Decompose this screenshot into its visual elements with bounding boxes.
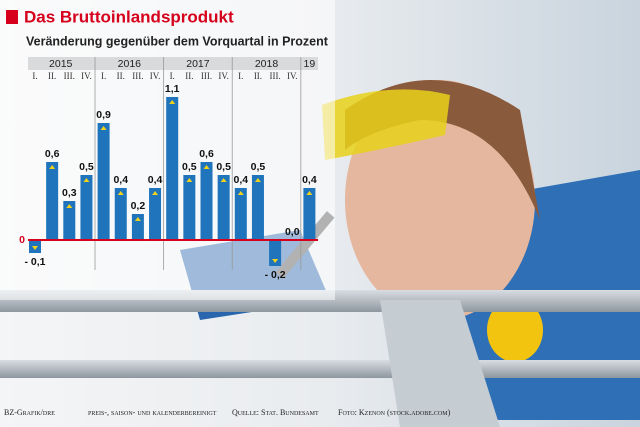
- x-tick-label: II.: [185, 71, 193, 81]
- value-label: 0,3: [62, 187, 77, 199]
- footer-credit: BZ-Grafik/dre: [4, 408, 55, 417]
- x-tick-label: III.: [201, 71, 212, 81]
- bar: [149, 188, 162, 240]
- bar: [131, 214, 144, 240]
- x-tick-label: I.: [170, 71, 175, 81]
- bar: [303, 188, 316, 240]
- value-label: 0,2: [131, 200, 146, 212]
- bar: [63, 201, 76, 240]
- trend-arrow: [134, 217, 141, 221]
- trend-arrow: [169, 100, 176, 104]
- x-tick-label: IV.: [287, 71, 298, 81]
- year-label: 2017: [186, 58, 210, 70]
- year-label: 19: [304, 58, 316, 70]
- trend-arrow: [66, 204, 73, 208]
- bar: [46, 162, 59, 240]
- bar: [114, 188, 127, 240]
- bar: [200, 162, 213, 240]
- value-label: 0,6: [199, 148, 214, 160]
- trend-arrow: [117, 191, 124, 195]
- x-tick-label: IV.: [218, 71, 229, 81]
- bar: [234, 188, 247, 240]
- x-tick-label: III.: [132, 71, 143, 81]
- bar: [217, 175, 230, 240]
- value-label: 0,4: [148, 174, 163, 186]
- y-tick-label: 0: [19, 234, 25, 246]
- trend-arrow: [237, 191, 244, 195]
- value-label: 0,5: [182, 161, 197, 173]
- year-label: 2016: [118, 58, 142, 70]
- x-tick-label: II.: [254, 71, 262, 81]
- chart-title: Das Bruttoinlandsprodukt: [24, 7, 234, 26]
- year-label: 2018: [255, 58, 279, 70]
- x-tick-label: III.: [64, 71, 75, 81]
- footer-source: Quelle: Stat. Bundesamt: [232, 408, 319, 417]
- year-band: [28, 57, 318, 70]
- value-label: - 0,2: [265, 269, 286, 281]
- value-label: 1,1: [165, 83, 180, 95]
- value-label: 0,4: [302, 174, 317, 186]
- x-tick-label: I.: [101, 71, 106, 81]
- trend-arrow: [186, 178, 193, 182]
- value-label: 0,4: [113, 174, 128, 186]
- value-label: 0,6: [45, 148, 60, 160]
- value-label: 0,5: [251, 161, 266, 173]
- x-tick-label: IV.: [150, 71, 161, 81]
- trend-arrow: [254, 178, 261, 182]
- x-tick-label: II.: [48, 71, 56, 81]
- x-tick-label: I.: [32, 71, 37, 81]
- bar: [97, 123, 110, 240]
- trend-arrow: [203, 165, 210, 169]
- trend-arrow: [83, 178, 90, 182]
- trend-arrow: [272, 259, 279, 263]
- year-label: 2015: [49, 58, 73, 70]
- x-tick-label: II.: [117, 71, 125, 81]
- chart-subtitle: Veränderung gegenüber dem Vorquartal in …: [26, 34, 329, 48]
- bar: [80, 175, 93, 240]
- value-label: 0,0: [285, 226, 300, 238]
- x-tick-label: I.: [238, 71, 243, 81]
- value-label: 0,5: [216, 161, 231, 173]
- trend-arrow: [32, 246, 38, 250]
- trend-arrow: [220, 178, 227, 182]
- bar: [183, 175, 196, 240]
- x-tick-label: IV.: [81, 71, 92, 81]
- bar: [269, 240, 282, 266]
- x-tick-label: III.: [269, 71, 280, 81]
- trend-arrow: [306, 191, 313, 195]
- value-label: 0,4: [233, 174, 248, 186]
- footer-photo: Foto: Kzenon (stock.adobe.com): [338, 408, 451, 417]
- value-label: 0,5: [79, 161, 94, 173]
- value-label: 0,9: [96, 109, 111, 121]
- value-label: - 0,1: [24, 256, 45, 268]
- bar: [166, 97, 179, 240]
- bar: [251, 175, 264, 240]
- footer-note: preis-, saison- und kalenderbereinigt: [88, 408, 217, 417]
- title-marker: [6, 10, 18, 24]
- trend-arrow: [152, 191, 159, 195]
- trend-arrow: [49, 165, 56, 169]
- trend-arrow: [100, 126, 107, 130]
